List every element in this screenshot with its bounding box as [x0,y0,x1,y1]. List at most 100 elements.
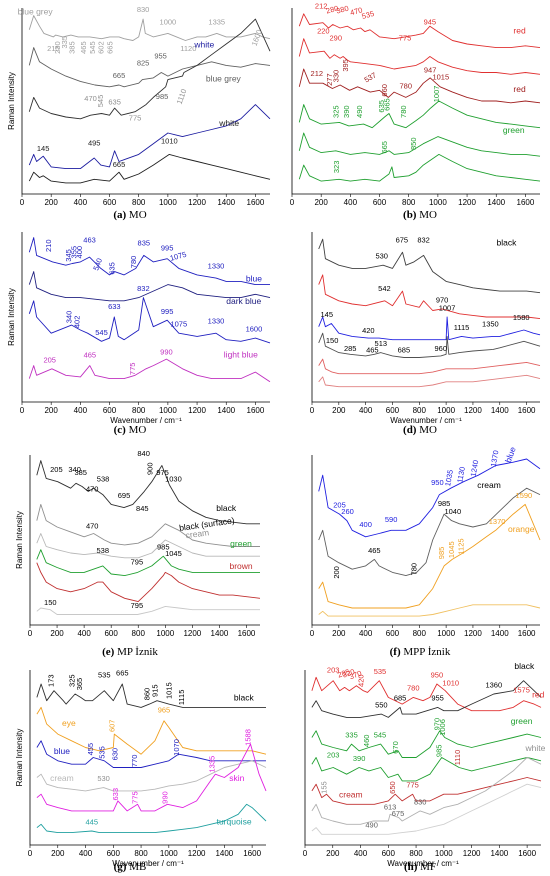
peak-label-g: 633 [111,788,120,801]
peak-label-d: 285 [344,344,357,353]
peak-label-a: 215 [47,44,60,53]
peak-label-a: 775 [129,114,142,123]
peak-label-d: 1115 [454,323,470,332]
caption-a-text: MO [128,209,147,221]
x-tick-label-g: 1400 [215,849,233,858]
peak-label-h: 1110 [453,750,462,766]
series-line-g-3 [36,760,267,792]
peak-label-d: 960 [434,344,447,353]
x-tick-label-g: 0 [28,849,33,858]
peak-label-g: 965 [158,705,171,714]
x-tick-label-f: 1200 [464,629,482,638]
series-line-a-3 [28,104,271,170]
series-label-c: dark blue [226,296,261,306]
series-label-e: black [216,503,237,513]
peak-label-g: 1070 [172,739,181,756]
series-line-d-4 [318,358,541,375]
x-tick-label-a: 800 [132,198,146,207]
x-tick-label-e: 200 [50,629,64,638]
peak-label-g: 365 [75,678,84,691]
peak-label-f: 465 [368,546,381,555]
peak-label-a: 495 [88,139,101,148]
peak-label-g: 607 [107,720,116,733]
peak-label-h: 285 [336,667,351,680]
peak-label-h: 203 [327,751,340,760]
x-tick-label-c: 800 [132,406,146,415]
caption-f: (f) MPP İznik [300,646,540,658]
x-tick-label-h: 1000 [435,849,453,858]
x-tick-label-e: 800 [132,629,146,638]
peak-label-b: 1007 [432,86,441,103]
x-tick-label-a: 1600 [247,198,265,207]
peak-label-b: 780 [399,105,408,118]
series-line-h-0 [311,676,542,712]
peak-label-h: 545 [374,730,387,739]
series-line-h-5 [311,757,542,825]
peak-label-e: 340 [68,465,81,474]
peak-label-g: 1335 [208,756,217,773]
x-tick-label-a: 600 [103,198,117,207]
caption-c-text: MO [128,424,147,436]
peak-label-g: 535 [98,670,111,679]
peak-label-b: 470 [349,5,363,17]
peak-label-c: 345 [64,249,73,262]
axis-frame-f [311,455,540,626]
x-tick-label-b: 200 [314,198,328,207]
peak-label-c: 835 [138,239,151,248]
peak-label-d: 513 [375,339,388,348]
x-tick-label-d: 1200 [464,406,482,415]
peak-label-e: 695 [118,491,131,500]
peak-label-b: 490 [355,105,364,118]
series-line-b-3 [298,100,541,129]
series-line-f-0 [318,458,541,538]
peak-label-a: 830 [137,5,150,14]
x-tick-label-f: 400 [359,629,373,638]
x-tick-label-a: 1400 [217,198,235,207]
peak-label-c: 540 [91,257,104,272]
peak-label-f: 1240 [469,459,481,477]
series-line-c-0 [28,237,270,286]
peak-label-h: 985 [435,745,444,758]
peak-label-d: 542 [378,284,391,293]
x-tick-label-a: 1000 [159,198,177,207]
x-tick-label-c: 400 [74,406,88,415]
peak-label-c: 832 [137,284,150,293]
x-tick-label-h: 800 [409,849,423,858]
peak-label-h: 1575 [513,685,530,694]
peak-label-c: 780 [129,256,138,269]
x-tick-label-d: 200 [332,406,346,415]
peak-label-b: 280 [325,4,339,16]
peak-label-c: 1330 [208,261,225,270]
peak-label-h: 550 [375,700,388,709]
series-label-g: skin [229,773,244,783]
peak-label-d: 530 [375,252,388,261]
x-tick-label-f: 800 [413,629,427,638]
peak-label-g: 173 [47,674,56,687]
series-label-h: red [532,689,545,699]
x-tick-label-e: 400 [77,629,91,638]
series-line-f-3 [318,604,541,617]
caption-d: (d) MO [300,424,540,436]
caption-f-letter: (f) [389,646,401,658]
peak-label-d: 1350 [482,320,499,329]
peak-label-a: 545 [96,95,105,108]
peak-label-a: 470 [84,94,97,103]
series-line-e-4 [36,562,261,603]
peak-label-c: 995 [161,307,174,316]
peak-label-g: 775 [131,791,140,804]
peak-label-e: 205 [50,465,63,474]
peak-label-h: 460 [362,735,371,748]
x-tick-label-d: 1600 [518,406,536,415]
peak-label-h: 670 [391,741,400,754]
series-line-a-1 [28,47,271,88]
peak-label-f: 1035 [443,469,455,487]
series-line-e-0 [36,460,260,525]
peak-label-f: 1130 [455,466,467,483]
peak-label-b: 665 [380,141,389,154]
peak-label-e: 840 [137,449,150,458]
x-tick-label-e: 1000 [156,629,174,638]
x-tick-label-h: 1200 [463,849,481,858]
series-label-h: green [511,716,533,726]
x-tick-label-g: 200 [51,849,65,858]
